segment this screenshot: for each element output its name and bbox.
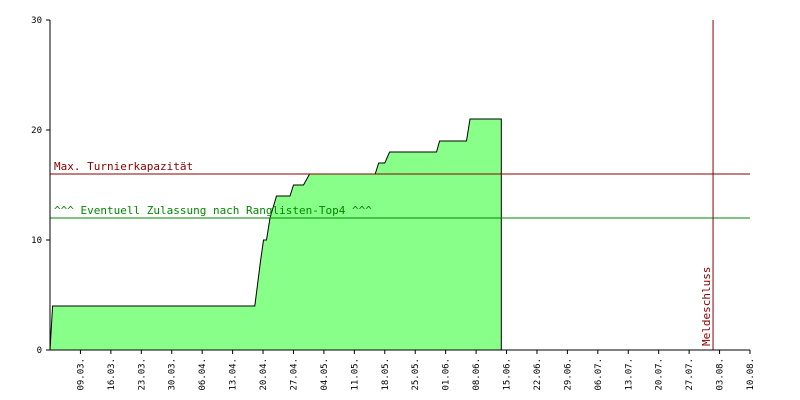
y-ticks-layer: 0 10 20 30 bbox=[31, 16, 50, 356]
reference-line-label-0: Max. Turnierkapazität bbox=[54, 160, 193, 173]
x-tick-label-11: 25.05. bbox=[411, 358, 421, 391]
x-ticks-layer: 09.03. 16.03. 23.03. 30.03. 06.04. 13.04. 20.0… bbox=[76, 350, 756, 391]
x-tick-label-6: 20.04. bbox=[259, 358, 269, 391]
reference-line-label-1: ^^^ Eventuell Zulassung nach Ranglisten-… bbox=[54, 204, 372, 217]
x-tick-label-5: 13.04. bbox=[229, 358, 239, 391]
x-tick-label-4: 06.04. bbox=[198, 358, 208, 391]
x-tick-label-2: 23.03. bbox=[137, 358, 147, 391]
registrations-area-layer bbox=[49, 118, 502, 351]
x-tick-label-8: 04.05. bbox=[320, 358, 330, 391]
x-tick-label-7: 27.04. bbox=[289, 358, 299, 391]
x-tick-label-20: 27.07. bbox=[685, 358, 695, 391]
x-tick-label-17: 06.07. bbox=[594, 358, 604, 391]
y-tick-label-10: 10 bbox=[31, 236, 42, 246]
x-tick-label-3: 30.03. bbox=[168, 358, 178, 391]
x-tick-label-14: 15.06. bbox=[503, 358, 513, 391]
x-tick-label-18: 13.07. bbox=[624, 358, 634, 391]
y-tick-label-0: 0 bbox=[37, 346, 42, 356]
x-tick-label-16: 29.06. bbox=[563, 358, 573, 391]
deadline-label: Meldeschluss bbox=[700, 267, 713, 346]
y-tick-label-30: 30 bbox=[31, 16, 42, 26]
registrations-area bbox=[49, 118, 502, 351]
x-tick-label-9: 11.05. bbox=[350, 358, 360, 391]
x-tick-label-0: 09.03. bbox=[76, 358, 86, 391]
x-tick-label-13: 08.06. bbox=[472, 358, 482, 391]
x-tick-label-15: 22.06. bbox=[533, 358, 543, 391]
x-tick-label-10: 18.05. bbox=[381, 358, 391, 391]
x-tick-label-12: 01.06. bbox=[442, 358, 452, 391]
x-tick-label-22: 10.08. bbox=[746, 358, 756, 391]
x-tick-label-21: 03.08. bbox=[716, 358, 726, 391]
x-tick-label-19: 20.07. bbox=[655, 358, 665, 391]
y-tick-label-20: 20 bbox=[31, 126, 42, 136]
reference-lines-layer: Max. Turnierkapazität ^^^ Eventuell Zulas… bbox=[50, 20, 750, 350]
x-tick-label-1: 16.03. bbox=[107, 358, 117, 391]
axes-layer bbox=[49, 20, 750, 351]
